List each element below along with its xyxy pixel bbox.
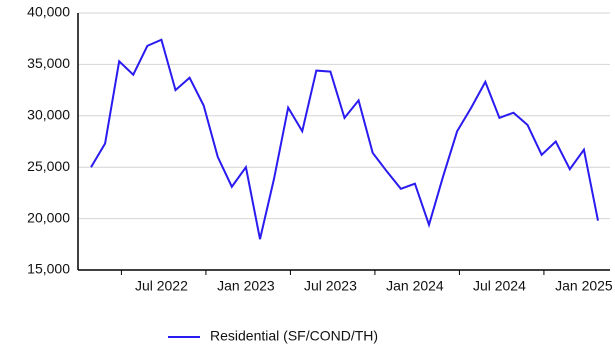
x-tick-label: Jan 2024: [386, 278, 444, 294]
legend-label: Residential (SF/COND/TH): [210, 328, 378, 344]
y-tick-label: 15,000: [27, 261, 70, 277]
y-tick-label: 20,000: [27, 209, 70, 225]
x-tick-label: Jul 2024: [473, 278, 526, 294]
y-tick-label: 25,000: [27, 158, 70, 174]
x-tick-label: Jul 2022: [135, 278, 188, 294]
x-tick-label: Jan 2025: [555, 278, 613, 294]
line: [90, 38, 599, 240]
x-tick-label: Jul 2023: [304, 278, 357, 294]
x-tick-label: Jan 2023: [217, 278, 275, 294]
y-tick-label: 35,000: [27, 55, 70, 71]
y-tick-label: 30,000: [27, 107, 70, 123]
y-tick-label: 40,000: [27, 4, 70, 20]
